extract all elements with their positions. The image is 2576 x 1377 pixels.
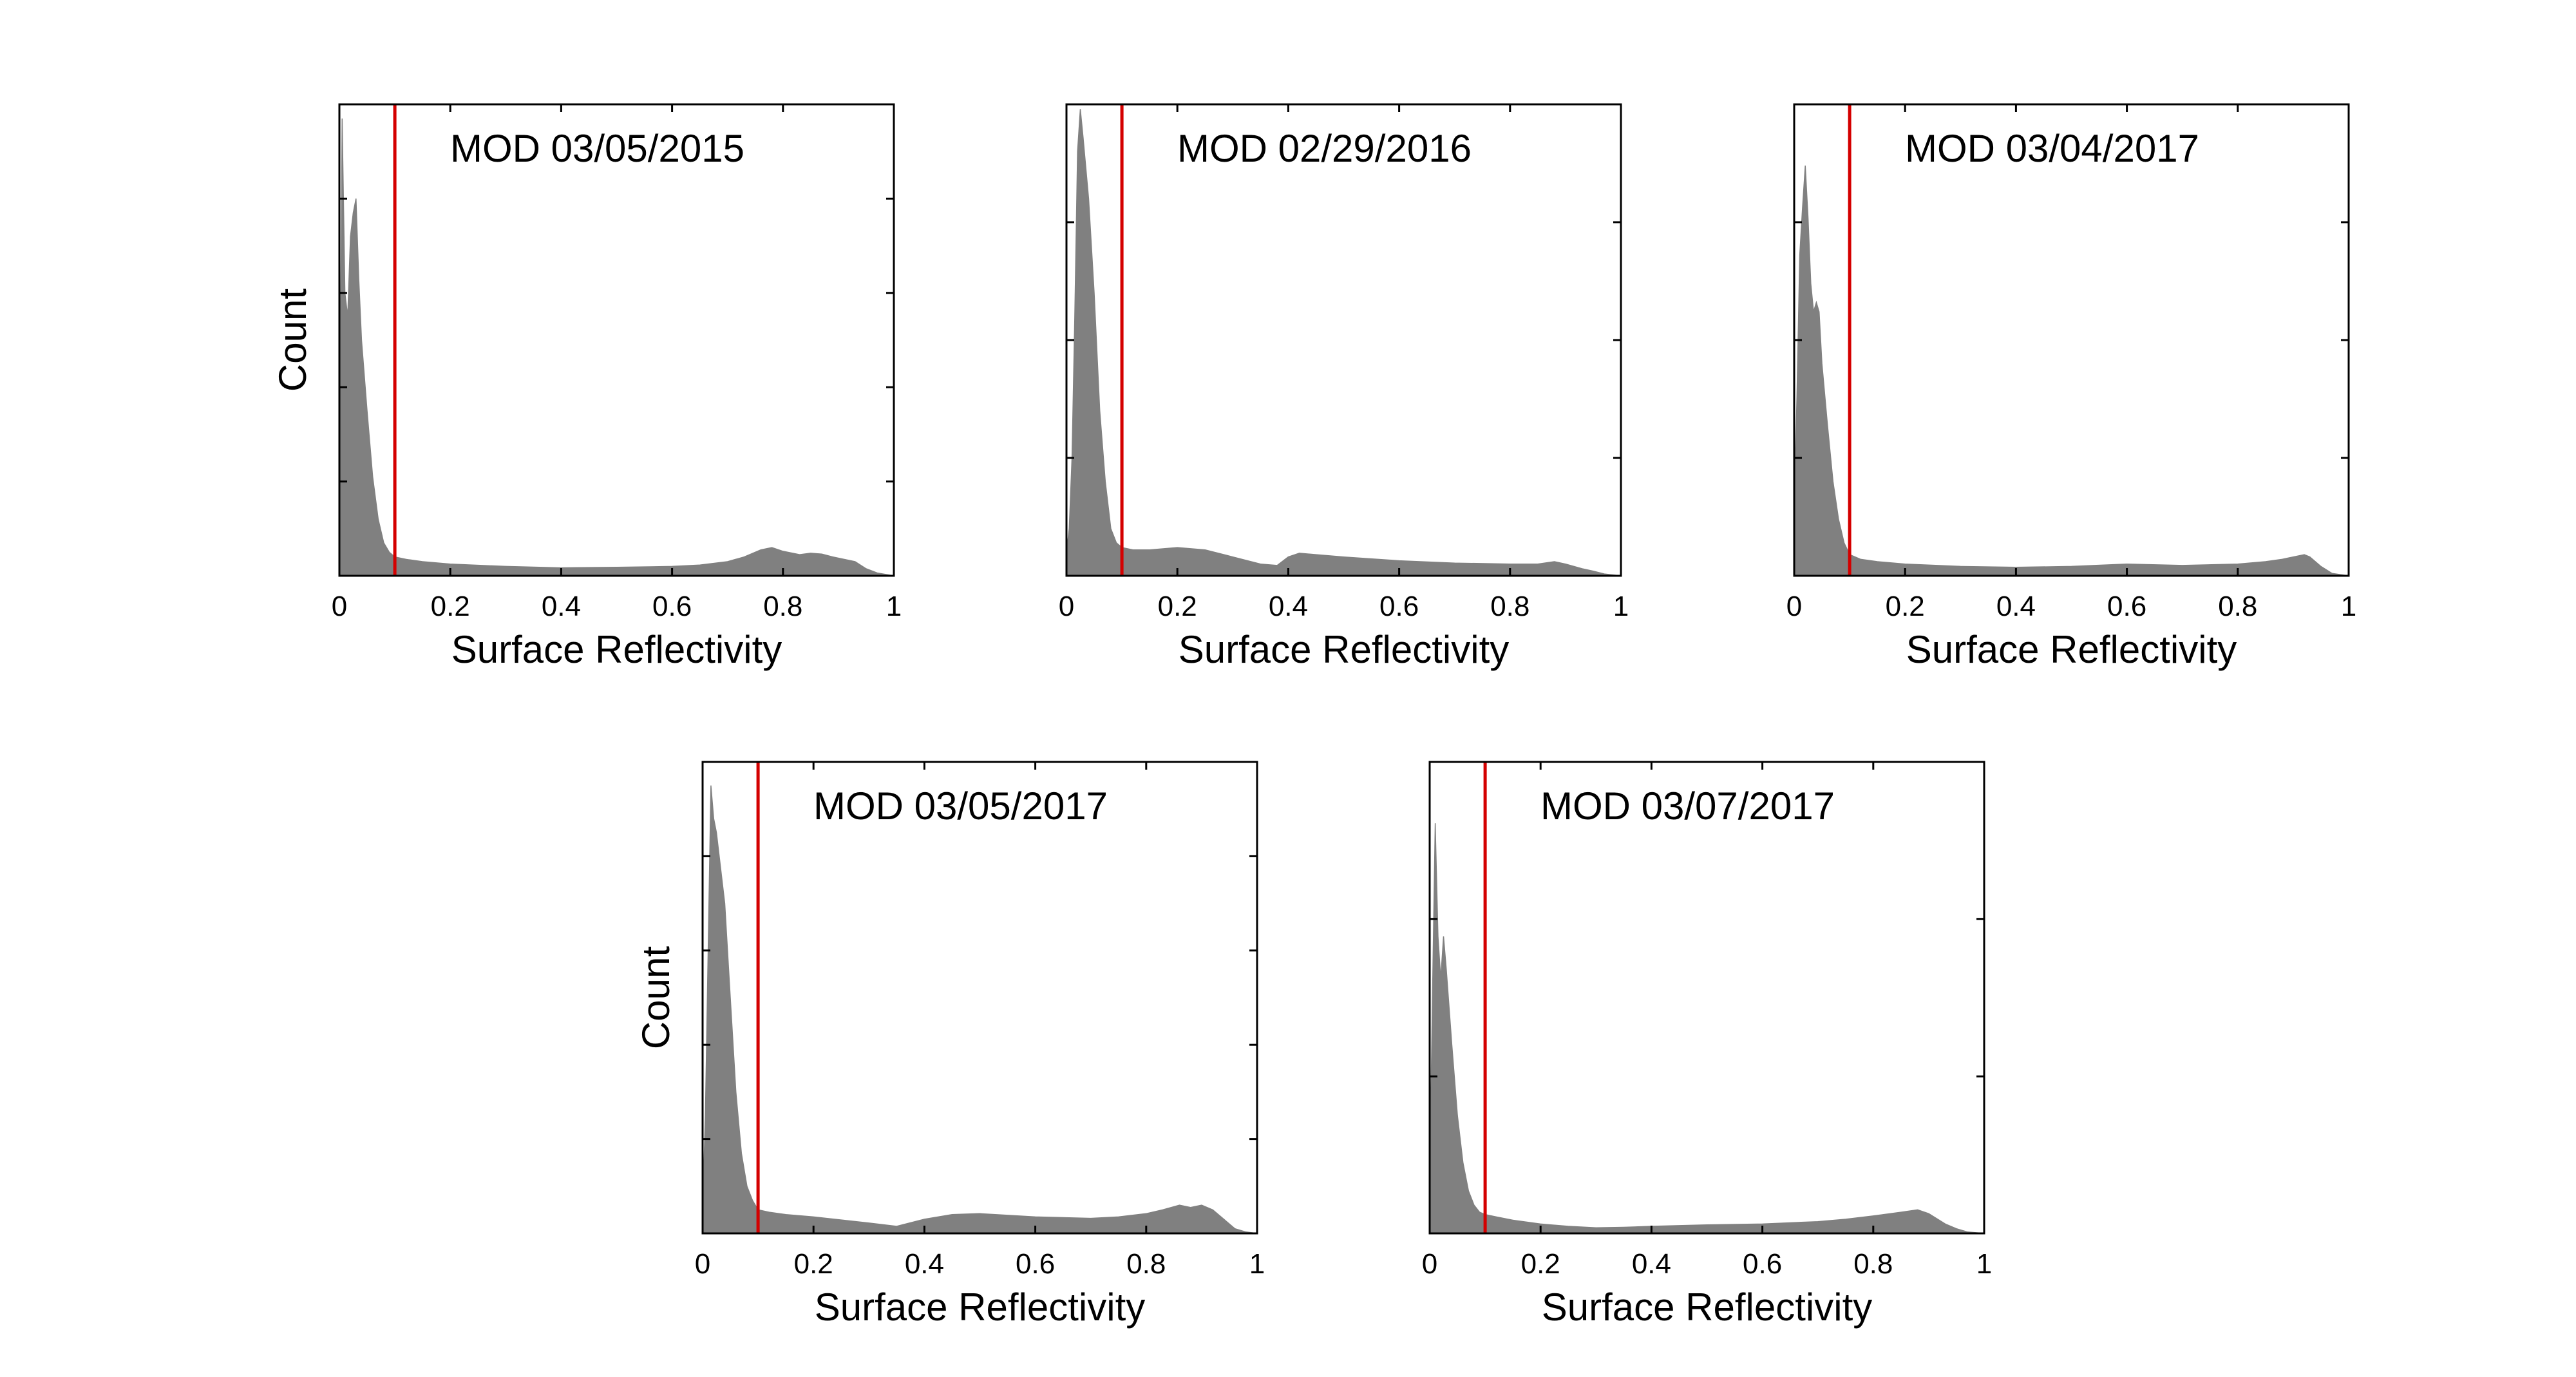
histogram-panel-5: 0 0.2 0.4 0.6 0.8 1 MOD 03/07/2017 Surface Refl… bbox=[1422, 761, 1992, 1329]
x-axis-label: Surface Reflectivity bbox=[1542, 1286, 1873, 1329]
x-tick-label: 0.2 bbox=[1886, 591, 1925, 622]
x-tick-label: 1 bbox=[1249, 1248, 1265, 1280]
x-tick-label: 0 bbox=[1059, 591, 1074, 622]
x-tick-label: 1 bbox=[1613, 591, 1629, 622]
y-axis-label: Count bbox=[271, 289, 314, 392]
x-tick-label: 0.2 bbox=[794, 1248, 833, 1280]
x-tick-label: 1 bbox=[1976, 1248, 1992, 1280]
histogram-area bbox=[339, 118, 895, 576]
x-tick-label: 0.6 bbox=[2107, 591, 2146, 622]
x-tick-label: 0.4 bbox=[1996, 591, 2036, 622]
x-tick-label: 0.4 bbox=[1269, 591, 1308, 622]
x-tick-label: 0.6 bbox=[1743, 1248, 1782, 1280]
x-axis-label: Surface Reflectivity bbox=[815, 1286, 1146, 1329]
panel-title: MOD 03/07/2017 bbox=[1540, 784, 1835, 828]
x-tick-label: 0.2 bbox=[1158, 591, 1197, 622]
x-tick-label: 0.8 bbox=[2218, 591, 2257, 622]
histogram-area bbox=[702, 785, 1258, 1234]
histogram-panel-4: 0 0.2 0.4 0.6 0.8 1 MOD 03/05/2017 Surface Refl… bbox=[634, 761, 1265, 1329]
plot-frame bbox=[338, 103, 895, 577]
x-tick-label: 0 bbox=[695, 1248, 710, 1280]
x-tick-label: 0.8 bbox=[1853, 1248, 1893, 1280]
histogram-area bbox=[1066, 109, 1622, 576]
x-tick-label: 0.8 bbox=[1126, 1248, 1166, 1280]
plot-frame bbox=[701, 761, 1258, 1235]
x-tick-label: 0.8 bbox=[763, 591, 802, 622]
x-tick-label: 0.6 bbox=[652, 591, 692, 622]
x-tick-label: 0 bbox=[1422, 1248, 1437, 1280]
x-tick-label: 0.2 bbox=[431, 591, 470, 622]
panel-title: MOD 03/04/2017 bbox=[1905, 127, 2199, 170]
x-tick-label: 0.4 bbox=[542, 591, 581, 622]
x-tick-label: 0 bbox=[1786, 591, 1802, 622]
panel-title: MOD 02/29/2016 bbox=[1177, 127, 1472, 170]
histogram-panel-2: 0 0.2 0.4 0.6 0.8 1 MOD 02/29/2016 Surface Refl… bbox=[1059, 103, 1629, 671]
plot-frame bbox=[1428, 761, 1985, 1235]
x-axis-label: Surface Reflectivity bbox=[1906, 628, 2237, 671]
histogram-panels: 0 0.2 0.4 0.6 0.8 1 MOD 03/05/2015 Surface Refl… bbox=[271, 103, 2356, 1329]
histogram-panel-1: 0 0.2 0.4 0.6 0.8 1 MOD 03/05/2015 Surface Refl… bbox=[271, 103, 902, 671]
x-tick-label: 0.6 bbox=[1016, 1248, 1055, 1280]
x-axis-label: Surface Reflectivity bbox=[1179, 628, 1510, 671]
x-tick-label: 1 bbox=[2341, 591, 2356, 622]
panel-title: MOD 03/05/2015 bbox=[450, 127, 744, 170]
x-tick-label: 0.4 bbox=[1632, 1248, 1671, 1280]
y-axis-label: Count bbox=[634, 946, 677, 1049]
x-tick-label: 1 bbox=[886, 591, 902, 622]
x-tick-label: 0 bbox=[332, 591, 347, 622]
x-axis-label: Surface Reflectivity bbox=[451, 628, 782, 671]
panel-title: MOD 03/05/2017 bbox=[813, 784, 1108, 828]
x-tick-label: 0.6 bbox=[1379, 591, 1419, 622]
x-tick-label: 0.8 bbox=[1490, 591, 1530, 622]
x-tick-label: 0.4 bbox=[905, 1248, 944, 1280]
histogram-panel-3: 0 0.2 0.4 0.6 0.8 1 MOD 03/04/2017 Surface Refl… bbox=[1786, 103, 2356, 671]
x-tick-label: 0.2 bbox=[1521, 1248, 1560, 1280]
histogram-area bbox=[1429, 823, 1985, 1234]
histogram-area bbox=[1794, 166, 2349, 576]
